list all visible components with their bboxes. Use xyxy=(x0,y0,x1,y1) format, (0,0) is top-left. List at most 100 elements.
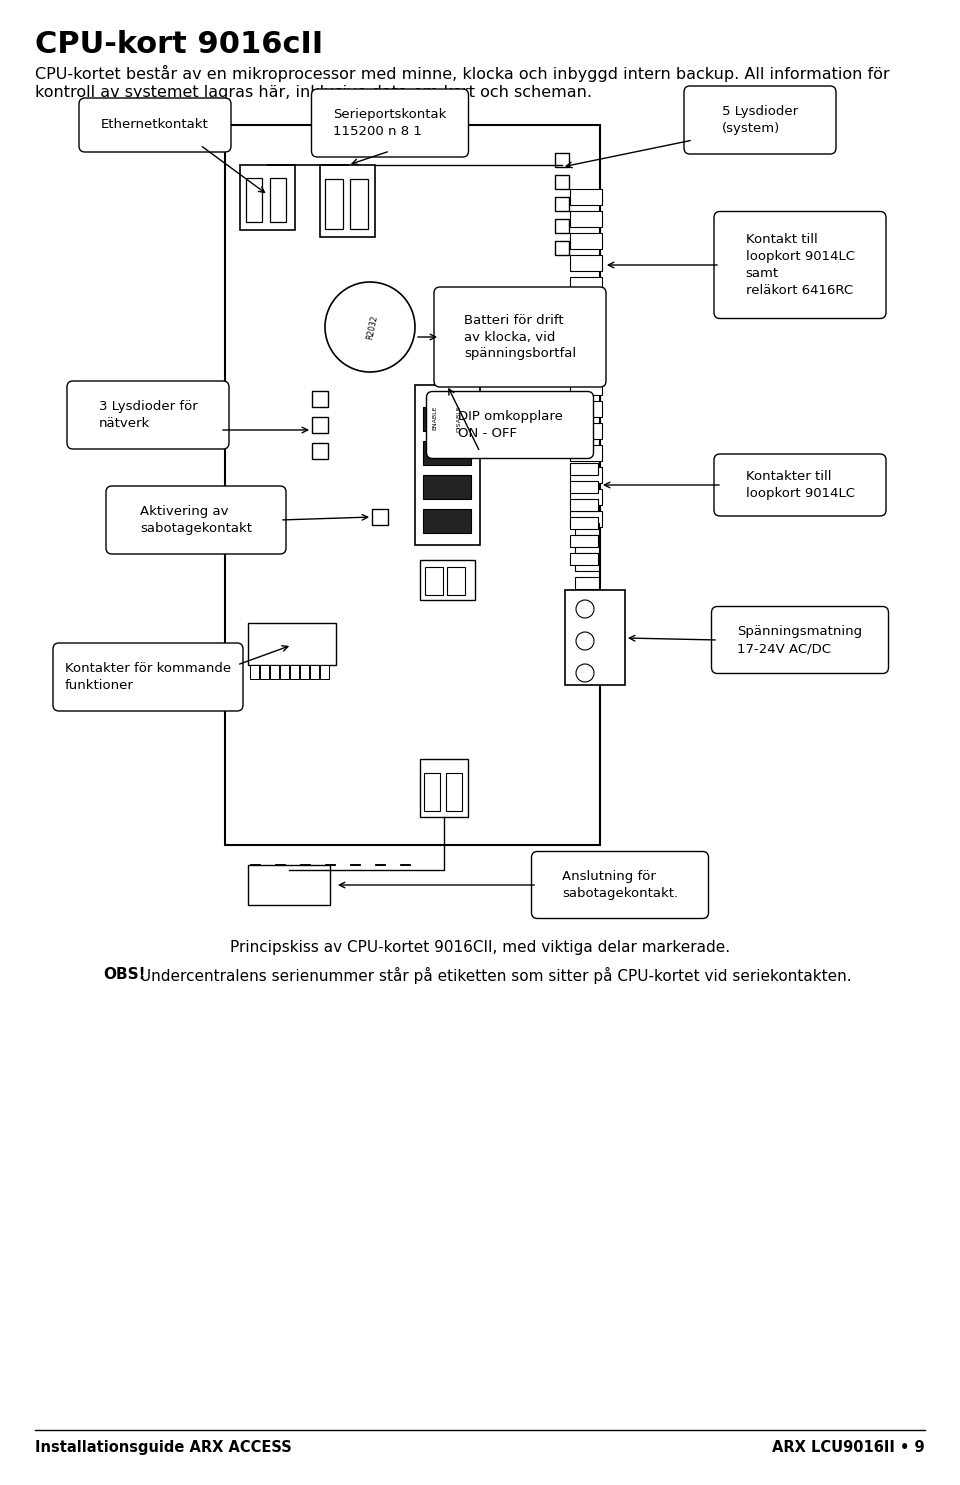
Text: CPU-kortet består av en mikroprocessor med minne, klocka och inbyggd intern back: CPU-kortet består av en mikroprocessor m… xyxy=(35,65,890,82)
Bar xyxy=(320,665,329,679)
Bar xyxy=(565,590,625,685)
Bar xyxy=(570,211,602,227)
Bar xyxy=(570,255,602,270)
FancyBboxPatch shape xyxy=(53,643,243,711)
Bar xyxy=(270,178,286,221)
Bar xyxy=(375,863,385,864)
Bar xyxy=(415,385,480,545)
Text: DISABLE: DISABLE xyxy=(457,405,462,432)
Bar xyxy=(570,463,598,475)
Text: Kontakter till
loopkort 9014LC: Kontakter till loopkort 9014LC xyxy=(746,469,854,500)
Bar xyxy=(555,198,569,211)
Bar xyxy=(570,517,598,529)
Text: Installationsguide ARX ACCESS: Installationsguide ARX ACCESS xyxy=(35,1440,292,1455)
FancyBboxPatch shape xyxy=(714,211,886,318)
Bar xyxy=(570,466,602,483)
Bar xyxy=(570,535,598,546)
Bar xyxy=(246,178,262,221)
Bar xyxy=(423,441,471,465)
Text: Batteri för drift
av klocka, vid
spänningsbortfal: Batteri för drift av klocka, vid spännin… xyxy=(464,313,576,361)
Bar xyxy=(575,578,599,590)
FancyBboxPatch shape xyxy=(67,382,229,448)
Text: OBS!: OBS! xyxy=(103,967,146,982)
Bar xyxy=(570,233,602,249)
FancyBboxPatch shape xyxy=(711,606,889,674)
Bar xyxy=(350,180,368,229)
Bar xyxy=(555,175,569,189)
Bar xyxy=(575,613,599,625)
Bar xyxy=(250,665,259,679)
Bar xyxy=(325,863,335,864)
Bar xyxy=(570,298,602,315)
Text: Undercentralens serienummer står på etiketten som sitter på CPU-kortet vid serie: Undercentralens serienummer står på etik… xyxy=(135,967,852,985)
Bar xyxy=(555,241,569,255)
Bar xyxy=(300,863,310,864)
Bar xyxy=(447,567,465,595)
Bar xyxy=(225,125,600,845)
Bar xyxy=(420,560,475,600)
Bar xyxy=(570,343,602,359)
Text: Principskiss av CPU-kortet 9016CII, med viktiga delar markerade.: Principskiss av CPU-kortet 9016CII, med … xyxy=(230,940,730,955)
Bar xyxy=(446,774,462,811)
Bar xyxy=(300,665,309,679)
Bar xyxy=(570,321,602,337)
FancyBboxPatch shape xyxy=(532,851,708,919)
Bar xyxy=(240,165,295,230)
Bar xyxy=(570,511,602,527)
Bar xyxy=(570,552,598,564)
Bar xyxy=(400,863,410,864)
Bar xyxy=(423,475,471,499)
Bar xyxy=(260,665,269,679)
Text: 3 Lysdioder för
nätverk: 3 Lysdioder för nätverk xyxy=(99,399,198,431)
Bar xyxy=(570,401,602,417)
Bar xyxy=(575,523,599,535)
Bar xyxy=(575,595,599,607)
Text: ENABLE: ENABLE xyxy=(433,405,438,429)
Bar xyxy=(310,665,319,679)
Bar xyxy=(424,774,440,811)
Text: Kontakt till
loopkort 9014LC
samt
reläkort 6416RC: Kontakt till loopkort 9014LC samt reläko… xyxy=(746,233,854,297)
Text: Anslutning för
sabotagekontakt.: Anslutning för sabotagekontakt. xyxy=(562,870,678,900)
Bar xyxy=(575,541,599,552)
Text: Ethernetkontakt: Ethernetkontakt xyxy=(101,119,209,132)
FancyBboxPatch shape xyxy=(79,98,231,151)
FancyBboxPatch shape xyxy=(426,392,593,459)
Bar xyxy=(555,153,569,166)
Bar xyxy=(423,509,471,533)
Circle shape xyxy=(576,664,594,682)
Bar xyxy=(570,278,602,293)
Bar xyxy=(570,481,598,493)
FancyBboxPatch shape xyxy=(434,287,606,388)
Bar xyxy=(570,379,602,395)
FancyBboxPatch shape xyxy=(684,86,836,154)
Bar xyxy=(312,391,328,407)
Bar xyxy=(312,417,328,434)
Bar xyxy=(248,624,336,665)
Bar xyxy=(570,189,602,205)
Bar xyxy=(290,665,299,679)
Text: 5 Lysdioder
(system): 5 Lysdioder (system) xyxy=(722,105,798,135)
Text: R2032: R2032 xyxy=(365,313,379,340)
Bar xyxy=(575,558,599,572)
Text: kontroll av systemet lagras här, inklusive data om kort och scheman.: kontroll av systemet lagras här, inklusi… xyxy=(35,85,592,99)
Bar xyxy=(570,489,602,505)
Bar xyxy=(270,665,279,679)
FancyBboxPatch shape xyxy=(106,486,286,554)
Bar xyxy=(372,509,388,526)
Bar xyxy=(275,863,285,864)
Bar xyxy=(325,180,343,229)
Text: Aktivering av
sabotagekontakt: Aktivering av sabotagekontakt xyxy=(140,505,252,535)
Text: Kontakter för kommande
funktioner: Kontakter för kommande funktioner xyxy=(65,662,231,692)
Bar xyxy=(250,863,260,864)
Bar xyxy=(312,443,328,459)
Bar xyxy=(570,423,602,440)
Text: ARX LCU9016II • 9: ARX LCU9016II • 9 xyxy=(773,1440,925,1455)
Bar xyxy=(420,759,468,817)
Bar xyxy=(248,864,330,904)
Bar xyxy=(570,499,598,511)
Circle shape xyxy=(325,282,415,373)
Bar xyxy=(555,218,569,233)
Text: Spänningsmatning
17-24V AC/DC: Spänningsmatning 17-24V AC/DC xyxy=(737,625,863,655)
Bar xyxy=(320,165,375,238)
FancyBboxPatch shape xyxy=(714,454,886,515)
